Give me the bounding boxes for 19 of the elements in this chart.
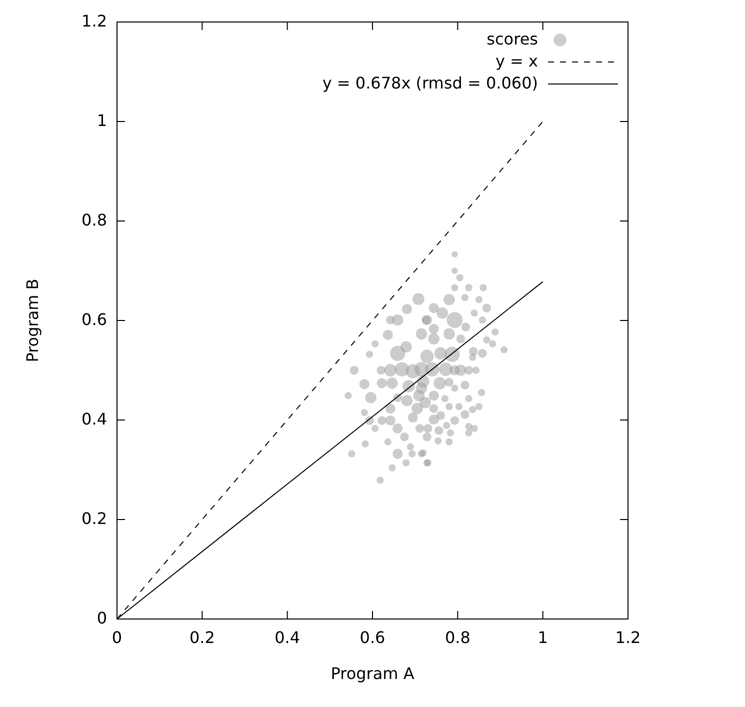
legend-label: scores [486,29,538,48]
y-tick-label: 1 [96,110,107,130]
x-axis-title: Program A [330,664,414,683]
x-tick-label: 1 [538,628,548,647]
y-tick-label: 0 [96,608,107,628]
y-tick-label: 0.6 [82,310,107,329]
x-tick-label: 1.2 [615,628,641,647]
x-tick-label: 0.2 [189,628,215,647]
y-tick-label: 1.2 [82,11,107,30]
x-tick-label: 0.4 [274,628,300,647]
legend-label: y = 0.678x (rmsd = 0.060) [322,73,538,92]
x-tick-label: 0.8 [444,628,470,647]
y-tick-label: 0.8 [82,210,107,230]
legend-label: y = x [495,51,538,70]
y-tick-label: 0.4 [82,409,107,428]
y-axis-title: Program B [23,278,42,362]
x-tick-label: 0 [112,628,122,647]
x-tick-label: 0.6 [360,628,386,647]
y-tick-label: 0.2 [82,508,107,528]
